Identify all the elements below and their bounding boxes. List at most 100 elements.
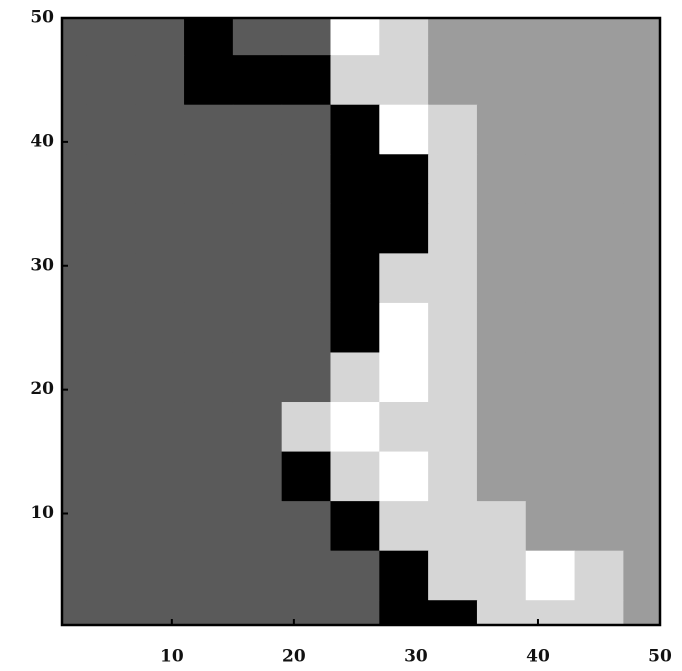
contour-cell	[574, 55, 624, 106]
contour-cell	[281, 550, 331, 601]
contour-cell	[86, 253, 136, 304]
x-tick-label: 20	[282, 647, 306, 667]
y-tick-label: 30	[30, 255, 54, 275]
contour-cell	[330, 203, 380, 254]
contour-cell	[623, 55, 660, 106]
contour-cell	[62, 451, 87, 502]
contour-cell	[379, 550, 429, 601]
x-tick-label: 10	[160, 647, 184, 667]
contour-cell	[86, 352, 136, 403]
contour-cell	[525, 154, 576, 205]
contour-cell	[379, 253, 429, 304]
y-tick-label: 10	[30, 503, 54, 523]
contour-cell	[135, 18, 185, 56]
contour-cell	[379, 501, 429, 552]
contour-cell	[623, 402, 660, 453]
contour-cell	[135, 154, 185, 205]
contour-cell	[476, 451, 527, 502]
contour-cell	[135, 55, 185, 106]
contour-cell	[184, 501, 234, 552]
contour-cell	[86, 600, 136, 625]
contour-cell	[62, 352, 87, 403]
contour-cell	[428, 18, 478, 56]
contour-cell	[525, 55, 576, 106]
y-tick-label: 20	[30, 379, 54, 399]
contour-cell	[62, 302, 87, 353]
contour-cell	[232, 18, 283, 56]
contour-cell	[86, 18, 136, 56]
contour-cell	[232, 352, 283, 403]
contour-cell	[281, 302, 331, 353]
contour-cell	[574, 600, 624, 625]
contour-cell	[379, 154, 429, 205]
contour-cell	[62, 55, 87, 106]
contour-cell	[86, 154, 136, 205]
contour-cell	[476, 18, 527, 56]
contour-cell	[184, 600, 234, 625]
contour-cell	[232, 501, 283, 552]
contour-cell	[623, 154, 660, 205]
contour-cell	[379, 18, 429, 56]
contour-cell	[281, 501, 331, 552]
contour-cell	[184, 104, 234, 155]
contour-cell	[135, 402, 185, 453]
contour-cell	[184, 55, 234, 106]
contour-cell	[135, 451, 185, 502]
contour-cell	[281, 402, 331, 453]
contour-cell	[379, 302, 429, 353]
contour-cell	[232, 302, 283, 353]
contour-cell	[428, 253, 478, 304]
contour-cell	[525, 18, 576, 56]
contour-cell	[476, 253, 527, 304]
contour-cell	[574, 203, 624, 254]
contour-cell	[623, 451, 660, 502]
contour-cell	[525, 501, 576, 552]
contour-cell	[232, 402, 283, 453]
contour-cell	[281, 18, 331, 56]
contour-cell	[62, 154, 87, 205]
contour-cell	[135, 253, 185, 304]
contour-cell	[574, 253, 624, 304]
contour-cell	[281, 253, 331, 304]
contour-cell	[281, 451, 331, 502]
contour-cell	[330, 352, 380, 403]
contour-cell	[428, 352, 478, 403]
contour-cell	[184, 352, 234, 403]
contour-cell	[525, 253, 576, 304]
x-tick-label: 40	[526, 647, 550, 667]
contour-cell	[525, 203, 576, 254]
plot-frame	[60, 16, 662, 627]
contour-cell	[428, 302, 478, 353]
contour-cell	[232, 154, 283, 205]
contour-cell	[623, 352, 660, 403]
contour-cell	[232, 203, 283, 254]
contour-cell	[184, 18, 234, 56]
contour-cell	[525, 402, 576, 453]
contour-cell	[184, 154, 234, 205]
contour-cell	[330, 302, 380, 353]
contour-cell	[574, 402, 624, 453]
contour-cell	[281, 600, 331, 625]
contour-cell	[232, 253, 283, 304]
contour-cell	[86, 501, 136, 552]
contour-cell	[135, 302, 185, 353]
contour-cell	[379, 104, 429, 155]
contour-cell	[135, 550, 185, 601]
contour-cell	[379, 352, 429, 403]
contour-cell	[428, 55, 478, 106]
contour-cell	[574, 18, 624, 56]
contour-cell	[184, 451, 234, 502]
contour-cell	[330, 600, 380, 625]
contour-cell	[476, 600, 527, 625]
contour-cell	[330, 550, 380, 601]
contour-cell	[623, 18, 660, 56]
contour-cell	[428, 402, 478, 453]
contour-cell	[428, 154, 478, 205]
contour-cell	[135, 352, 185, 403]
contour-cell	[428, 451, 478, 502]
contour-cell	[86, 203, 136, 254]
contour-cell	[330, 18, 380, 56]
contour-cell	[184, 203, 234, 254]
contour-cell	[379, 402, 429, 453]
